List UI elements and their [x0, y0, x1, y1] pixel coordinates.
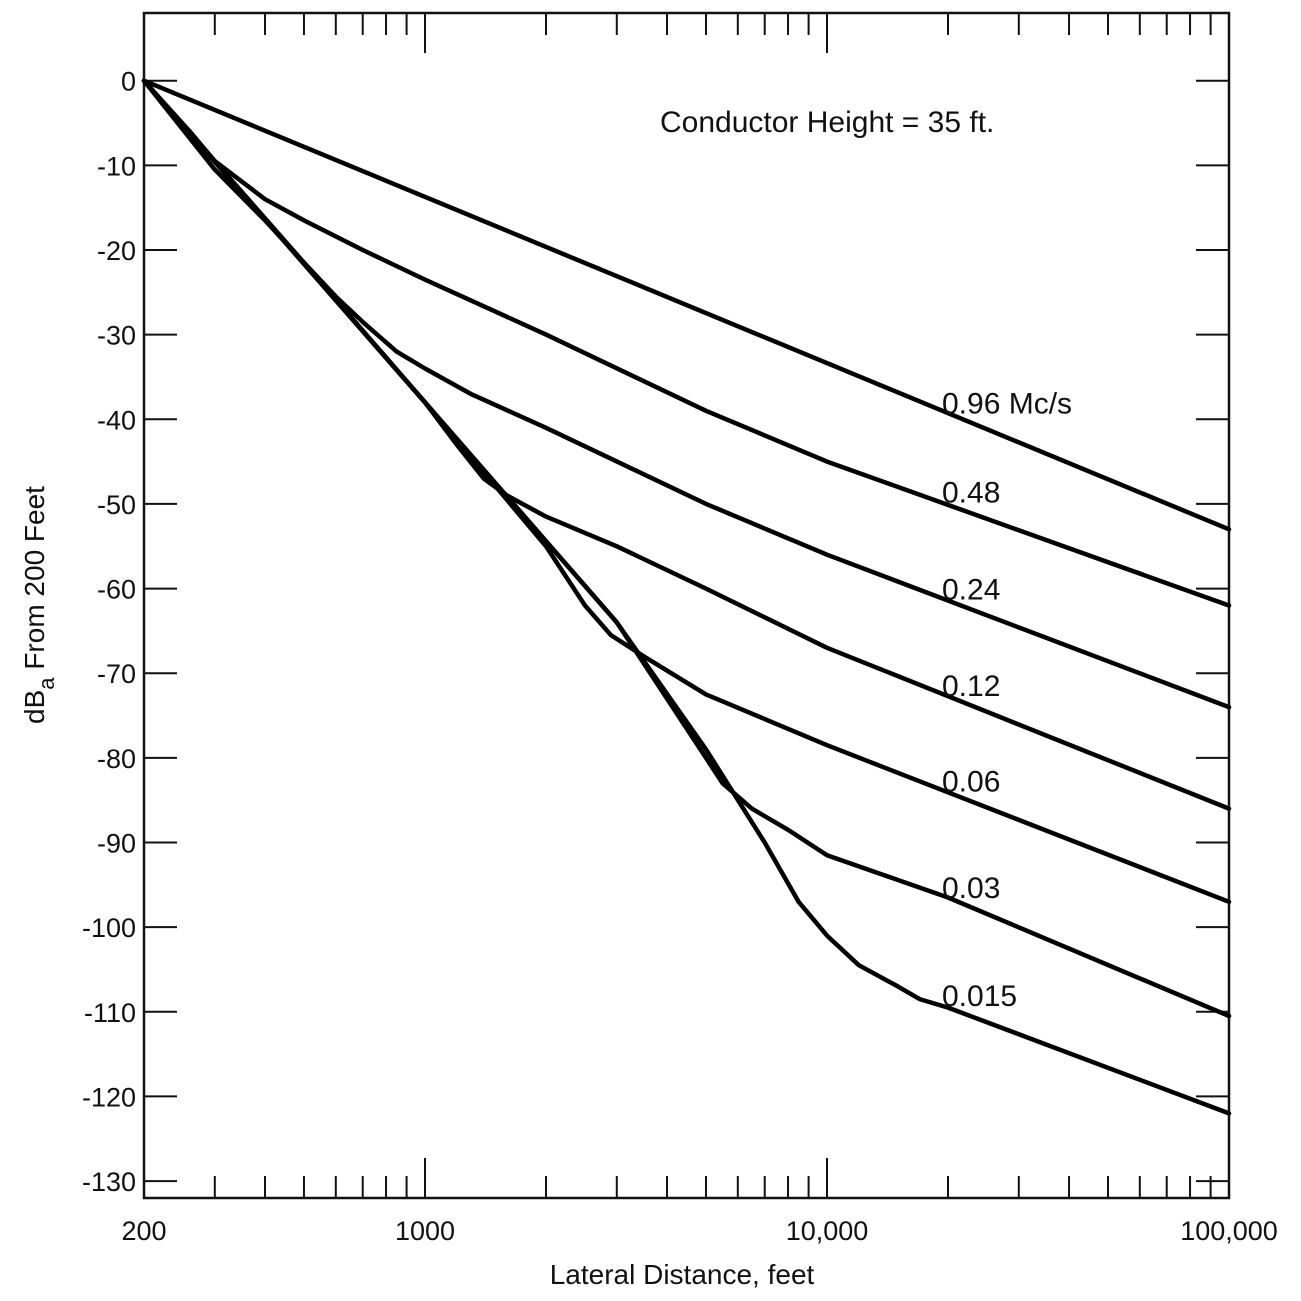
x-tick-label: 1000: [395, 1216, 455, 1246]
series-label: 0.12: [942, 670, 1000, 703]
y-axis-title: dBa From 200 Feet: [19, 486, 59, 724]
y-tick-label: -100: [82, 913, 136, 943]
y-tick-label: -80: [97, 744, 136, 774]
series-line: [141, 78, 1232, 811]
y-tick-label: -120: [82, 1082, 136, 1112]
series-label: 0.015: [942, 980, 1017, 1013]
y-tick-label: -90: [97, 829, 136, 859]
x-tick-label: 10,000: [786, 1216, 869, 1246]
series-label: 0.96 Mc/s: [942, 387, 1072, 420]
ticks-layer: [143, 13, 1230, 1198]
series-line: [141, 78, 1232, 608]
x-axis-title: Lateral Distance, feet: [550, 1259, 815, 1290]
y-axis-title-suffix: From 200 Feet: [19, 486, 50, 678]
y-tick-label: -70: [97, 659, 136, 689]
plot-frame: [142, 11, 1231, 1200]
series-line: [141, 78, 1232, 1116]
x-tick-label: 200: [121, 1216, 166, 1246]
y-tick-label: -10: [97, 151, 136, 181]
series-label: 0.03: [942, 872, 1000, 905]
series-line: [141, 78, 1232, 905]
y-axis-title-main: dB: [19, 690, 50, 724]
y-tick-label: -30: [97, 321, 136, 351]
series-label: 0.48: [942, 477, 1000, 510]
y-tick-label: -50: [97, 490, 136, 520]
y-tick-label: -40: [97, 405, 136, 435]
series-label: 0.06: [942, 765, 1000, 798]
annotation-text: Conductor Height = 35 ft.: [660, 106, 994, 139]
series-layer: [141, 78, 1232, 1116]
y-tick-label: -60: [97, 575, 136, 605]
series-line: [141, 78, 1232, 532]
y-tick-label: -20: [97, 236, 136, 266]
series-label: 0.24: [942, 573, 1000, 606]
y-tick-label: 0: [121, 67, 136, 97]
y-axis-title-subscript: a: [34, 677, 59, 690]
labels-layer: 0 -10 -20 -30 -40 -50 -60 -70 -80 -90 -100 -110 -120…: [82, 67, 1278, 1246]
y-tick-label: -110: [84, 998, 136, 1028]
x-tick-label: 100,000: [1180, 1216, 1278, 1246]
y-tick-label: -130: [82, 1167, 136, 1197]
